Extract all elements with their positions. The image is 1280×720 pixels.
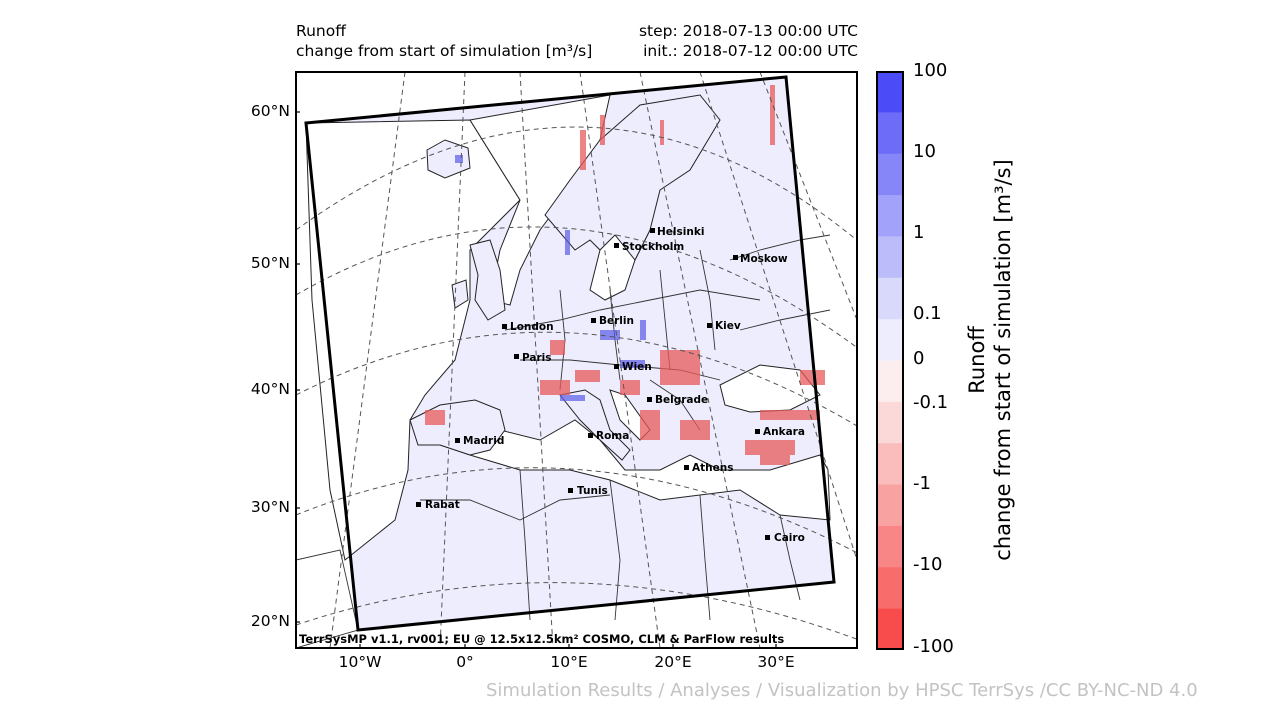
colorbar-title-line1: Runoff xyxy=(965,326,989,394)
colorbar-tick-0-1: 0.1 xyxy=(913,303,942,324)
colorbar-tick-neg-1: -1 xyxy=(913,473,931,494)
runoff-speckles xyxy=(425,85,825,465)
svg-text:Cairo: Cairo xyxy=(774,532,805,544)
city-cairo: Cairo xyxy=(765,532,805,544)
time-info-block: step: 2018-07-13 00:00 UTC init.: 2018-0… xyxy=(560,21,858,61)
city-markers: Helsinki Stockholm Moskow London Berlin … xyxy=(416,226,805,544)
map-title: Runoff xyxy=(296,22,346,40)
colorbar-band xyxy=(876,484,904,527)
map-title-block: Runoff change from start of simulation [… xyxy=(296,21,592,61)
city-athens: Athens xyxy=(684,462,733,474)
svg-text:Berlin: Berlin xyxy=(599,315,634,327)
colorbar-band xyxy=(876,236,904,279)
map-frame xyxy=(295,71,858,649)
colorbar-band xyxy=(876,319,904,361)
colorbar-band xyxy=(876,71,904,113)
city-berlin: Berlin xyxy=(591,315,634,327)
city-roma: Roma xyxy=(588,430,629,442)
svg-text:Helsinki: Helsinki xyxy=(657,226,704,238)
colorbar xyxy=(876,71,904,650)
colorbar-tick-1: 1 xyxy=(913,222,925,243)
colorbar-title-line2: change from start of simulation [m³/s] xyxy=(991,159,1015,561)
city-rabat: Rabat xyxy=(416,499,460,511)
colorbar-tick-neg-100: -100 xyxy=(913,636,954,657)
graticule xyxy=(296,72,857,648)
city-moskow: Moskow xyxy=(733,253,788,265)
credit-line: Simulation Results / Analyses / Visualiz… xyxy=(486,680,1198,701)
lat-label-20n: 20°N xyxy=(250,612,290,630)
ireland xyxy=(451,279,469,309)
colorbar-band xyxy=(876,277,904,320)
british-isles xyxy=(469,239,506,321)
colorbar-title: Runoff change from start of simulation [… xyxy=(964,159,1016,560)
svg-text:Moskow: Moskow xyxy=(740,253,788,265)
svg-text:London: London xyxy=(510,321,554,333)
city-wien: Wien xyxy=(614,361,652,373)
colorbar-band xyxy=(876,195,904,237)
city-belgrade: Belgrade xyxy=(647,394,708,406)
lon-label-30e: 30°E xyxy=(757,653,795,671)
lat-label-50n: 50°N xyxy=(250,254,290,272)
svg-text:Rabat: Rabat xyxy=(425,499,460,511)
city-madrid: Madrid xyxy=(455,435,504,447)
city-kiev: Kiev xyxy=(707,320,741,332)
svg-text:Tunis: Tunis xyxy=(577,485,608,497)
axis-ticks xyxy=(296,111,777,648)
model-info: TerrSysMP v1.1, rv001; EU @ 12.5x12.5km²… xyxy=(299,632,784,646)
lon-label-10e: 10°E xyxy=(550,653,588,671)
scandinavia xyxy=(544,94,721,261)
svg-text:Wien: Wien xyxy=(622,361,652,373)
svg-text:Ankara: Ankara xyxy=(763,426,805,438)
lat-label-40n: 40°N xyxy=(250,380,290,398)
colorbar-band xyxy=(876,401,904,444)
colorbar-band xyxy=(876,360,904,403)
colorbar-tick-0: 0 xyxy=(913,348,925,369)
colorbar-band xyxy=(876,443,904,486)
city-tunis: Tunis xyxy=(568,485,608,497)
svg-text:Belgrade: Belgrade xyxy=(655,394,708,406)
lat-label-30n: 30°N xyxy=(250,498,290,516)
map-subtitle: change from start of simulation [m³/s] xyxy=(296,42,593,60)
colorbar-band xyxy=(876,608,904,650)
colorbar-band xyxy=(876,112,904,155)
colorbar-band xyxy=(876,567,904,610)
colorbar-tick-neg-10: -10 xyxy=(913,554,943,575)
city-stockholm: Stockholm xyxy=(614,241,684,253)
svg-text:Roma: Roma xyxy=(596,430,629,442)
colorbar-tick-100: 100 xyxy=(913,60,948,81)
colorbar-tick-10: 10 xyxy=(913,141,936,162)
city-london: London xyxy=(502,321,554,333)
italy xyxy=(559,389,631,461)
iceland xyxy=(426,139,471,179)
lon-label-0: 0° xyxy=(456,653,474,671)
svg-text:Paris: Paris xyxy=(522,352,552,364)
colorbar-band xyxy=(876,153,904,196)
svg-text:Stockholm: Stockholm xyxy=(622,241,684,253)
lon-label-10w: 10°W xyxy=(338,653,382,671)
city-helsinki: Helsinki xyxy=(650,226,704,238)
city-paris: Paris xyxy=(514,352,552,364)
colorbar-band xyxy=(876,525,904,568)
svg-text:Madrid: Madrid xyxy=(463,435,504,447)
colorbar-tick-neg-0-1: -0.1 xyxy=(913,392,949,413)
lon-label-20e: 20°E xyxy=(654,653,692,671)
domain-boundary xyxy=(304,75,836,632)
lat-label-60n: 60°N xyxy=(250,102,290,120)
svg-text:Kiev: Kiev xyxy=(715,320,741,332)
svg-text:Athens: Athens xyxy=(692,462,733,474)
init-time: init.: 2018-07-12 00:00 UTC xyxy=(643,42,858,60)
step-time: step: 2018-07-13 00:00 UTC xyxy=(638,22,858,40)
city-ankara: Ankara xyxy=(755,426,805,438)
